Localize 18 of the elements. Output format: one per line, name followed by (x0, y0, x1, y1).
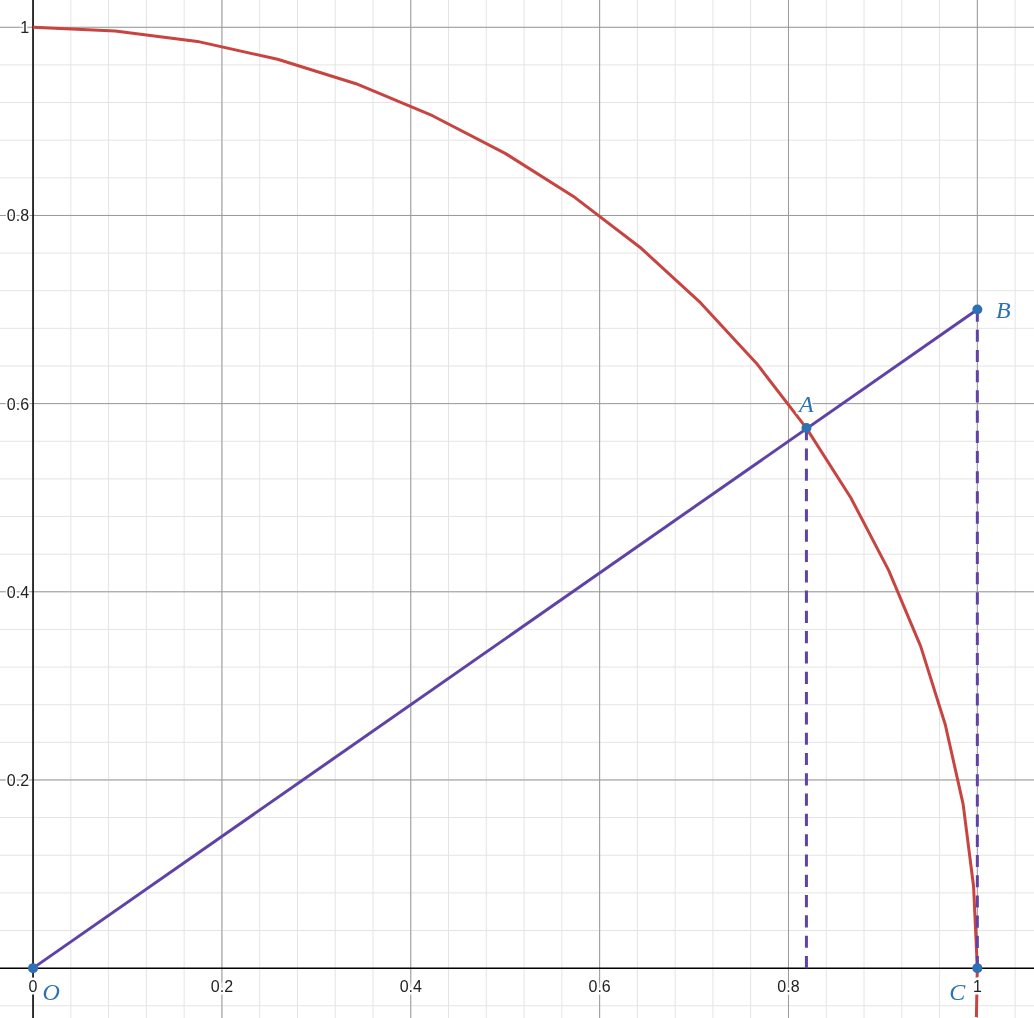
y-tick-label: 0.4 (6, 583, 30, 601)
x-tick-label: 0.4 (399, 978, 422, 996)
annotation: C (949, 979, 967, 1006)
point (28, 963, 39, 974)
y-tick-label: 0.2 (6, 771, 30, 789)
x-tick-label: 0.2 (210, 978, 234, 996)
point (972, 963, 983, 974)
annotation: B (996, 296, 1012, 323)
annotation: O (42, 979, 60, 1006)
x-tick-label: 1 (972, 978, 982, 996)
x-tick-label: 0.8 (777, 978, 800, 996)
y-tick-label: 1 (20, 19, 30, 37)
y-tick-label: 0.6 (6, 395, 30, 413)
point (972, 304, 983, 315)
x-tick-label: 0.6 (588, 978, 611, 996)
point (801, 423, 812, 434)
annotation: A (797, 391, 815, 418)
y-tick-label: 0.8 (6, 207, 30, 225)
